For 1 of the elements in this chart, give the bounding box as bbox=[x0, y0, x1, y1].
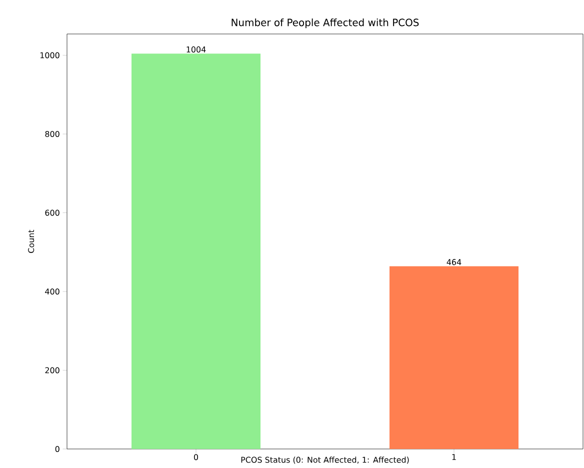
chart-title: Number of People Affected with PCOS bbox=[232, 18, 419, 28]
